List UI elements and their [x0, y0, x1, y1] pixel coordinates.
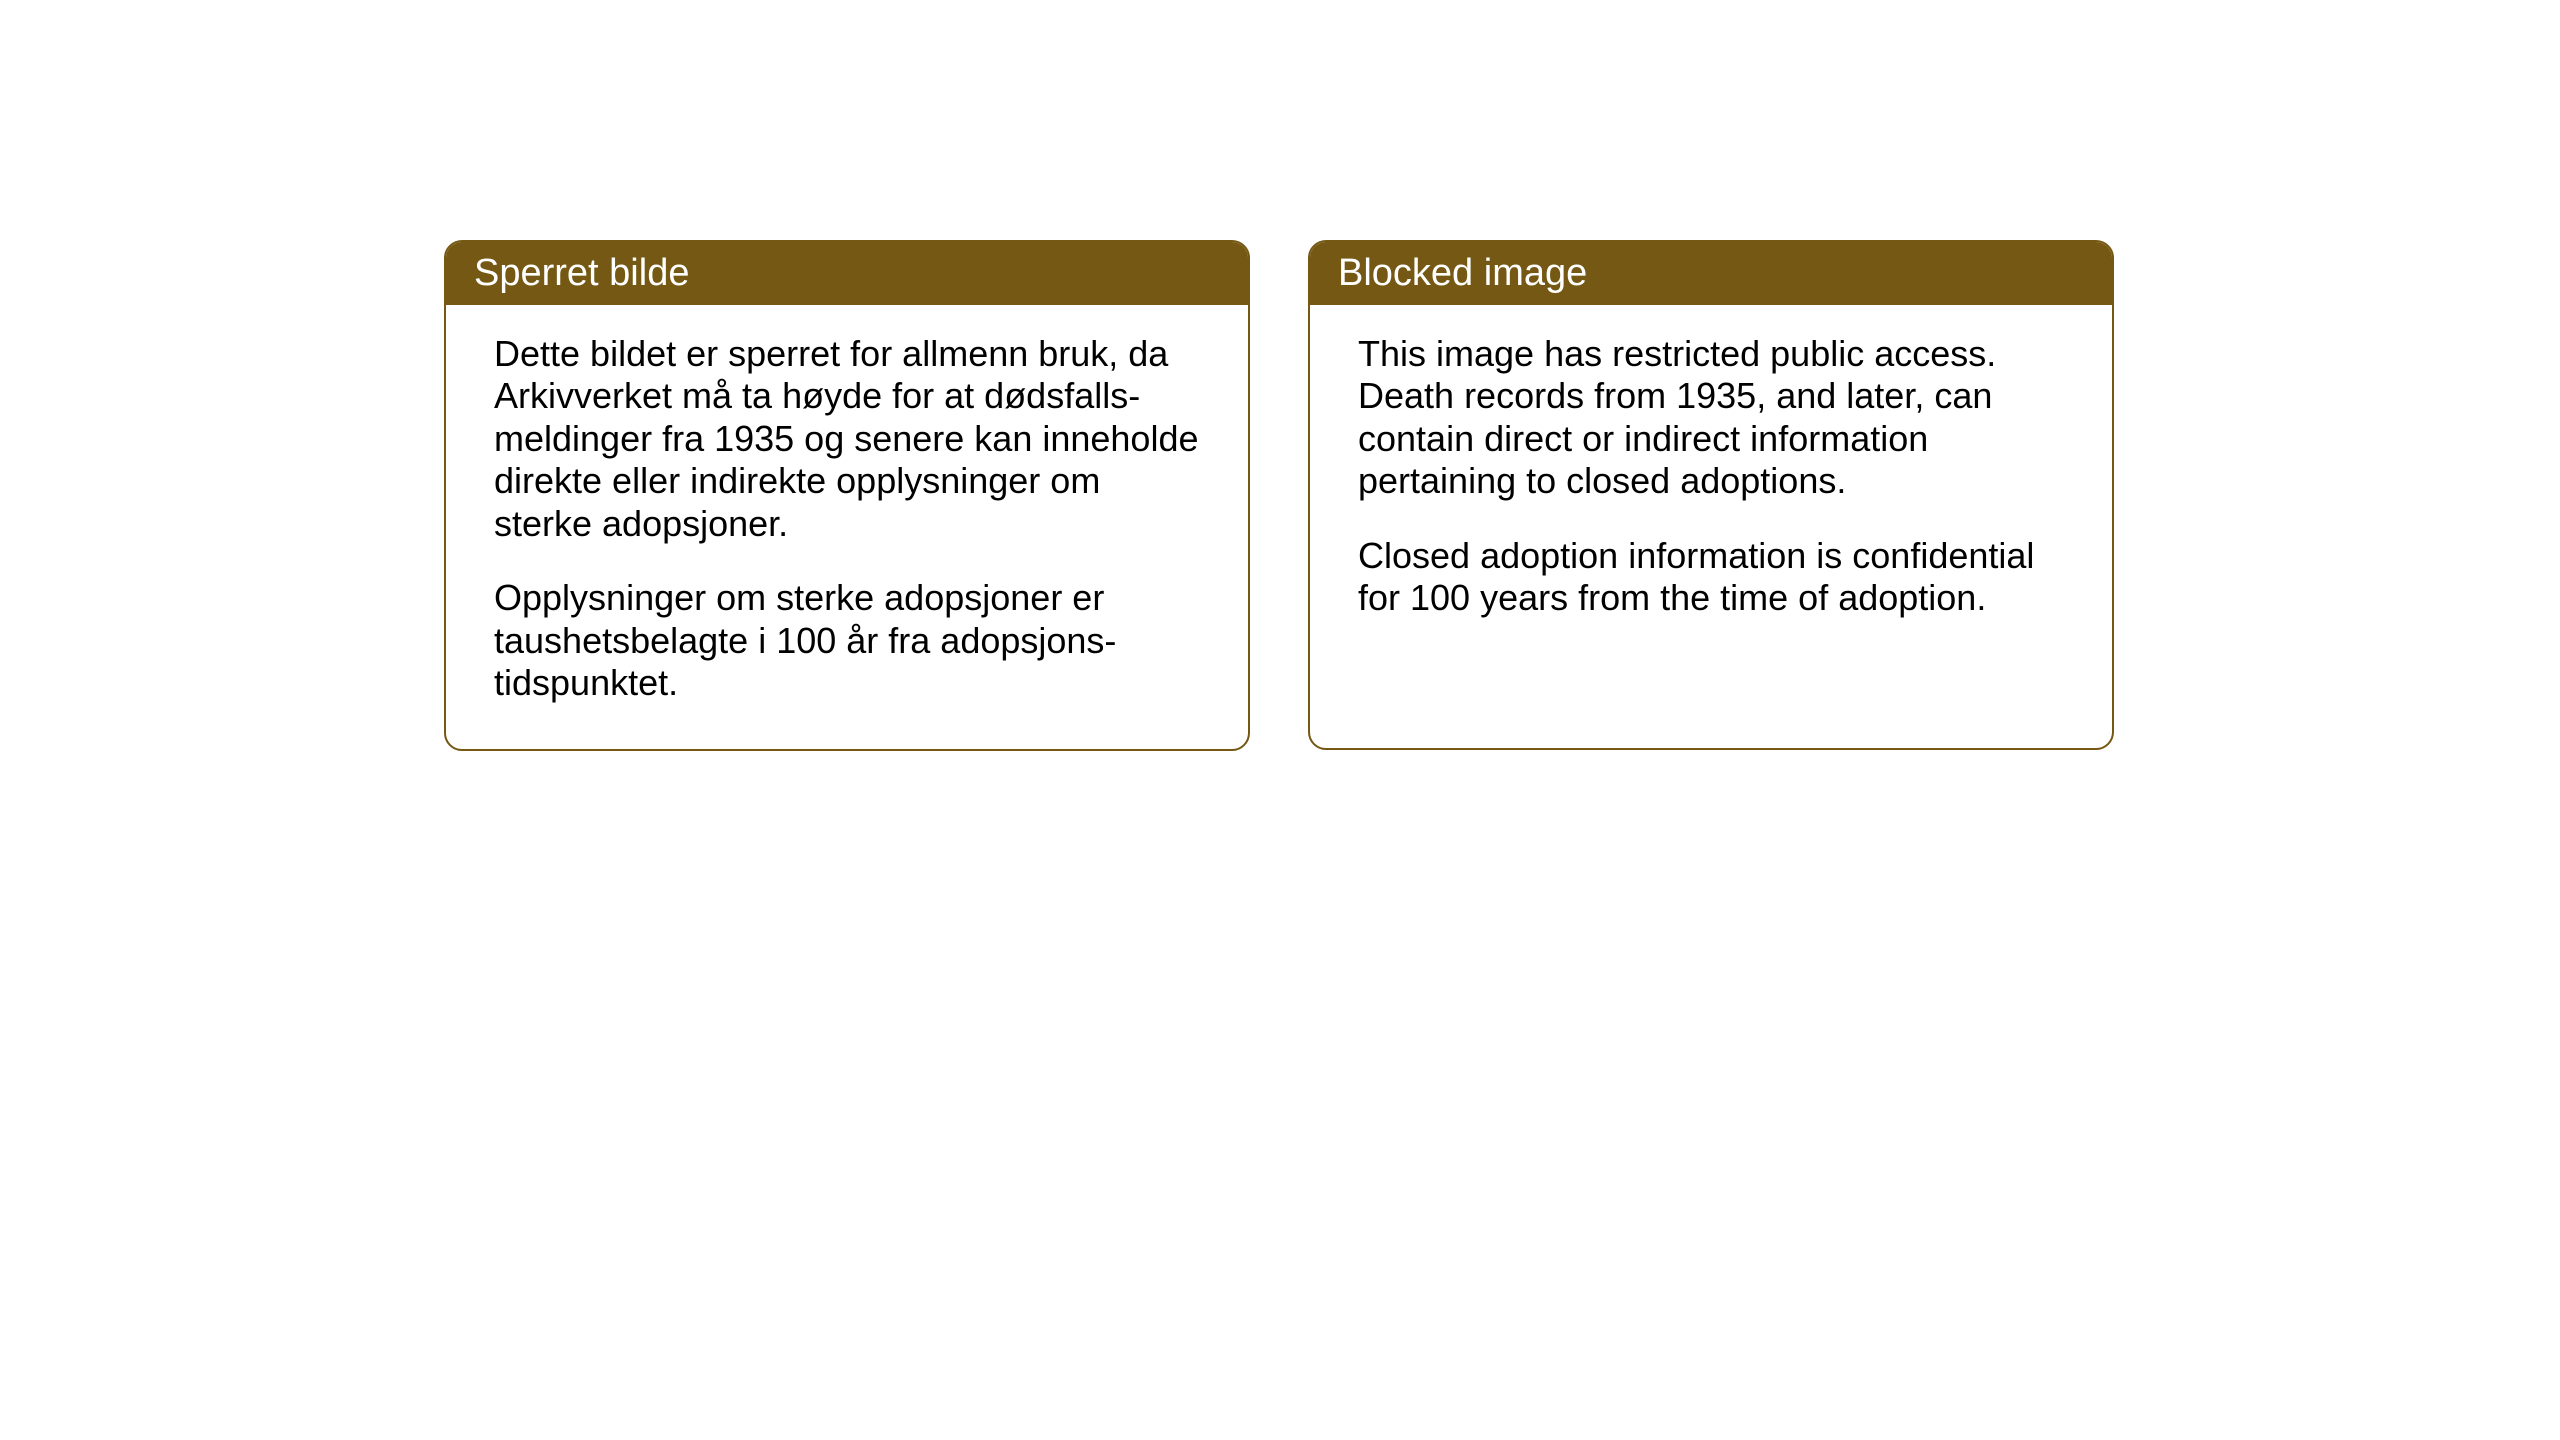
card-title-norwegian: Sperret bilde	[474, 252, 689, 294]
cards-container: Sperret bilde Dette bildet er sperret fo…	[444, 240, 2114, 751]
card-body-english: This image has restricted public access.…	[1310, 305, 2112, 664]
card-body-norwegian: Dette bildet er sperret for allmenn bruk…	[446, 305, 1248, 749]
card-paragraph1-norwegian: Dette bildet er sperret for allmenn bruk…	[494, 333, 1200, 545]
card-paragraph2-norwegian: Opplysninger om sterke adopsjoner er tau…	[494, 577, 1200, 704]
card-paragraph2-english: Closed adoption information is confident…	[1358, 535, 2064, 620]
card-norwegian: Sperret bilde Dette bildet er sperret fo…	[444, 240, 1250, 751]
card-header-norwegian: Sperret bilde	[446, 242, 1248, 305]
card-english: Blocked image This image has restricted …	[1308, 240, 2114, 750]
card-header-english: Blocked image	[1310, 242, 2112, 305]
card-title-english: Blocked image	[1338, 252, 1587, 294]
card-paragraph1-english: This image has restricted public access.…	[1358, 333, 2064, 503]
